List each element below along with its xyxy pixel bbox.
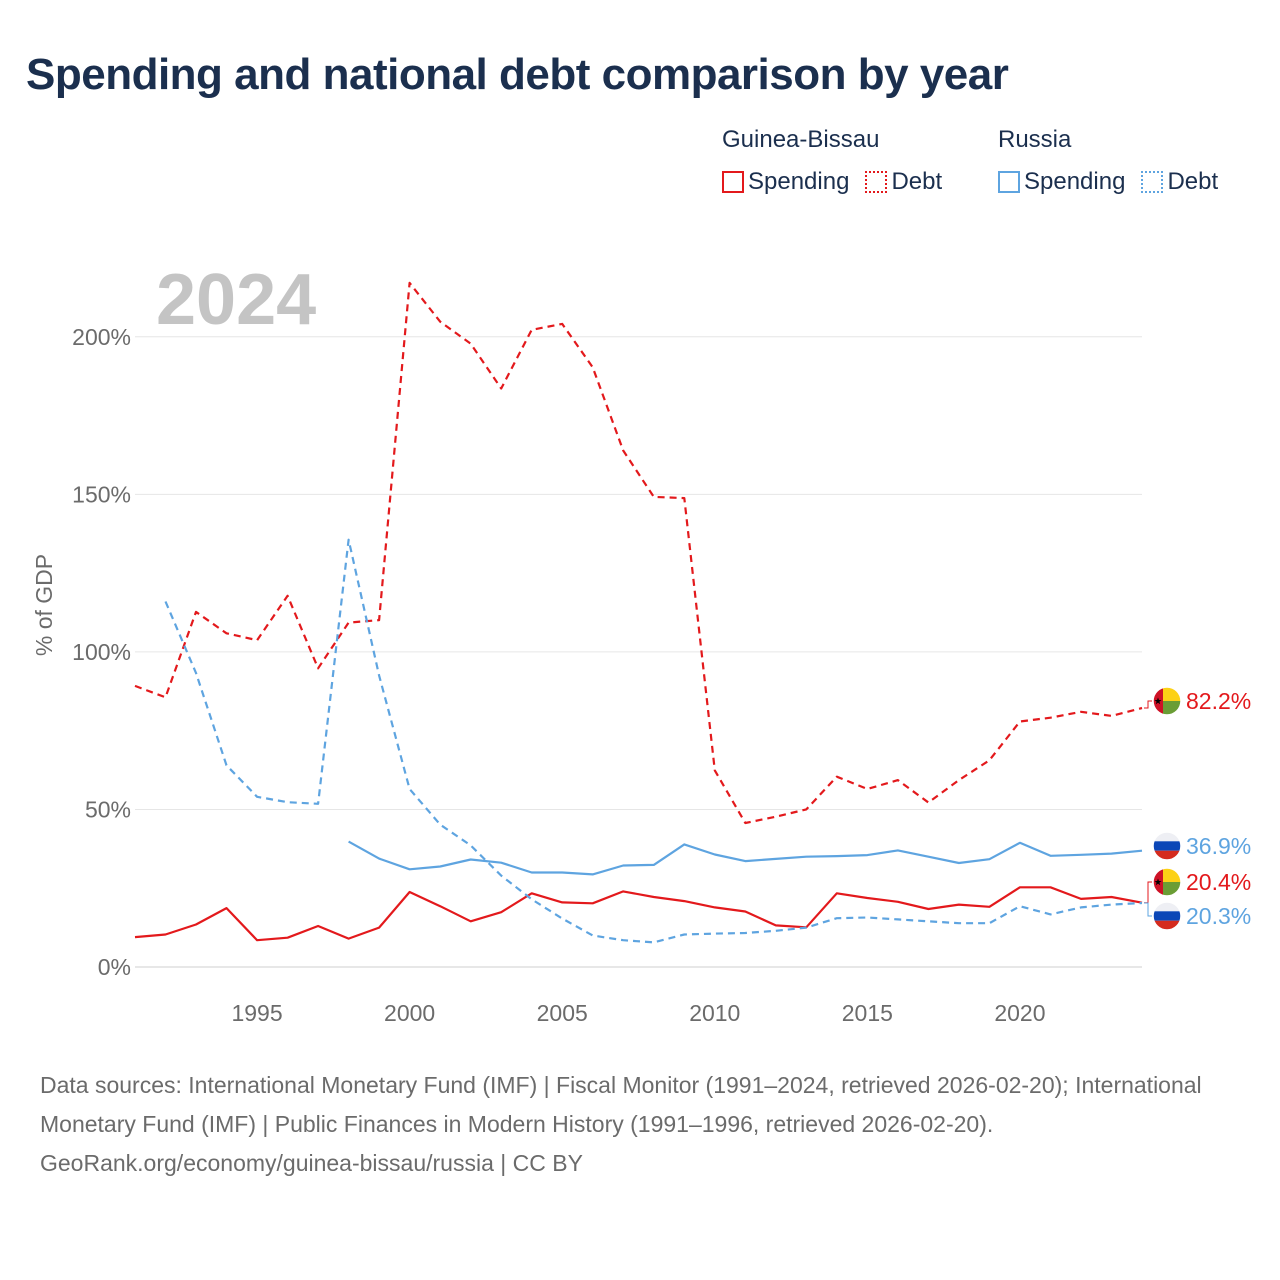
series-line-3 — [164, 538, 1143, 944]
y-axis-label: % of GDP — [31, 554, 57, 656]
flag-rim — [1152, 831, 1182, 861]
series-line-0 — [134, 886, 1143, 942]
leader-line — [1144, 700, 1152, 709]
russia-flag-icon — [1152, 901, 1182, 931]
y-tick-label: 200% — [72, 324, 131, 350]
flag-rim — [1152, 901, 1182, 931]
legend-swatch-solid — [722, 171, 744, 193]
chart-title: Spending and national debt comparison by… — [26, 50, 1009, 99]
legend-group-russia: Russia Spending Debt — [998, 126, 1218, 196]
legend-label: Spending — [748, 168, 850, 195]
legend-group-guinea-bissau: Guinea-Bissau Spending Debt — [722, 126, 942, 196]
end-labels: 82.2% 36.9% 20.4% 20.3% — [1144, 686, 1251, 931]
year-label: 2024 — [156, 260, 316, 340]
flag-body — [1153, 832, 1181, 860]
series-line-2 — [348, 840, 1143, 876]
line-chart: 2024 % of GDP 0% 50% 100% 150% 200% 1995 2000… — [31, 260, 1251, 1026]
x-tick-label: 1995 — [231, 1000, 282, 1026]
flag-blue-band — [1153, 911, 1181, 921]
y-tick-label: 50% — [85, 796, 131, 822]
end-value-label: 82.2% — [1186, 688, 1251, 714]
flag-rim — [1152, 867, 1182, 897]
end-value-label: 20.3% — [1186, 903, 1251, 929]
legend-swatch-solid — [998, 171, 1020, 193]
y-tick-label: 150% — [72, 481, 131, 507]
footer: Data sources: International Monetary Fun… — [40, 1066, 1240, 1183]
x-tick-label: 2005 — [537, 1000, 588, 1026]
series-line-1 — [134, 281, 1143, 825]
legend-label: Spending — [1024, 168, 1126, 195]
legend-group-name: Russia — [998, 126, 1072, 153]
x-tick-label: 2015 — [842, 1000, 893, 1026]
y-tick-label: 0% — [98, 954, 131, 980]
leader-line — [1144, 881, 1152, 904]
x-tick-label: 2020 — [994, 1000, 1045, 1026]
legend-item-guinea-bissau-debt[interactable]: Debt — [865, 168, 942, 196]
end-value-label: 20.4% — [1186, 869, 1251, 895]
legend-item-russia-debt[interactable]: Debt — [1141, 168, 1218, 196]
end-value-label: 36.9% — [1186, 833, 1251, 859]
y-tick-label: 100% — [72, 639, 131, 665]
guinea-bissau-flag-icon — [1152, 686, 1182, 716]
y-axis-ticks: 0% 50% 100% 150% 200% — [72, 324, 131, 980]
flag-star — [1154, 878, 1162, 886]
legend-group-name: Guinea-Bissau — [722, 126, 880, 153]
flag-star — [1154, 697, 1162, 705]
gridlines — [135, 336, 1142, 968]
data-sources: Data sources: International Monetary Fun… — [40, 1072, 1202, 1137]
flag-body — [1153, 902, 1181, 930]
flag-blue-band — [1153, 841, 1181, 851]
legend-item-guinea-bissau-spending[interactable]: Spending — [722, 168, 849, 196]
flag-red-band — [1153, 920, 1181, 930]
x-tick-label: 2010 — [689, 1000, 740, 1026]
legend-label: Debt — [1167, 168, 1219, 195]
guinea-bissau-flag-icon — [1152, 867, 1182, 897]
legend-swatch-dotted — [865, 171, 888, 193]
legend-swatch-dotted — [1141, 171, 1164, 193]
flag-red-band — [1153, 850, 1181, 860]
series-lines — [134, 281, 1143, 944]
flag-white-band — [1153, 902, 1181, 912]
leader-line — [1144, 902, 1152, 917]
flag-rim — [1152, 686, 1182, 716]
x-axis-ticks: 1995 2000 2005 2010 2015 2020 — [231, 1000, 1045, 1026]
legend-item-russia-spending[interactable]: Spending — [998, 168, 1125, 196]
credit-link[interactable]: GeoRank.org/economy/guinea-bissau/russia… — [40, 1150, 583, 1176]
x-tick-label: 2000 — [384, 1000, 435, 1026]
russia-flag-icon — [1152, 831, 1182, 861]
legend-label: Debt — [891, 168, 943, 195]
flag-white-band — [1153, 832, 1181, 842]
